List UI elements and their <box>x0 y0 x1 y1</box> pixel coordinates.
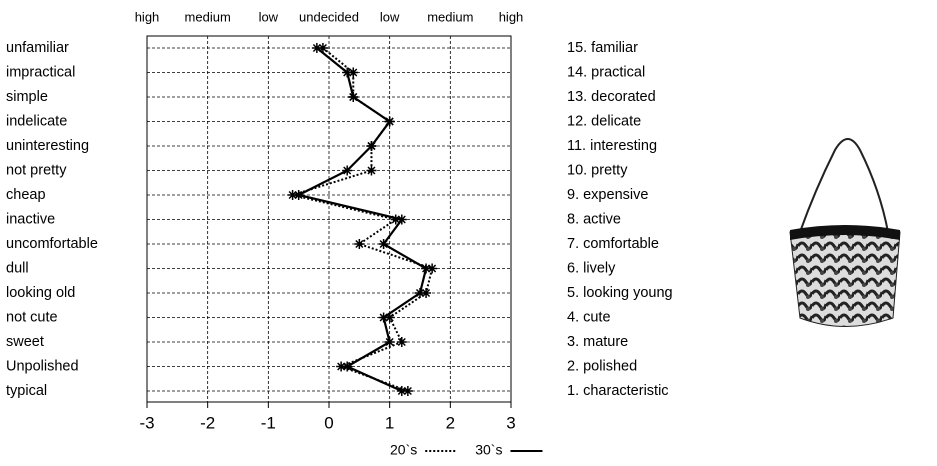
marker <box>336 361 347 372</box>
left-label: Unpolished <box>6 358 79 374</box>
marker <box>384 116 395 127</box>
right-label: 5. looking young <box>567 285 673 301</box>
x-tick-label: 2 <box>446 413 455 432</box>
marker <box>342 67 353 78</box>
marker <box>348 92 359 102</box>
marker <box>396 386 407 396</box>
right-label: 8. active <box>567 211 621 227</box>
left-label: inactive <box>6 211 55 227</box>
marker <box>378 312 389 323</box>
left-label: looking old <box>6 285 75 301</box>
marker <box>421 263 432 274</box>
left-label: not pretty <box>6 162 67 178</box>
right-label: 12. delicate <box>567 113 641 129</box>
marker <box>415 288 425 298</box>
marker <box>354 239 365 249</box>
right-label: 6. lively <box>567 260 616 276</box>
right-label: 4. cute <box>567 309 611 325</box>
marker <box>421 288 432 298</box>
x-tick-label: -2 <box>200 413 215 432</box>
right-label: 9. expensive <box>567 187 648 203</box>
right-label: 3. mature <box>567 334 628 350</box>
marker <box>384 337 395 347</box>
legend-label: 20`s <box>390 442 417 458</box>
marker <box>402 386 413 396</box>
legend-label: 30`s <box>475 442 502 458</box>
right-label: 7. comfortable <box>567 236 659 252</box>
marker <box>427 263 438 274</box>
left-label: uncomfortable <box>6 236 98 252</box>
left-label: indelicate <box>6 113 67 129</box>
left-label: unfamiliar <box>6 40 69 56</box>
left-label: sweet <box>6 334 44 350</box>
x-tick-label: 3 <box>506 413 515 432</box>
marker <box>317 43 328 53</box>
scale-label: medium <box>427 9 473 24</box>
left-label: cheap <box>6 187 46 203</box>
right-label: 13. decorated <box>567 89 656 105</box>
right-label: 11. interesting <box>567 138 657 154</box>
right-label: 1. characteristic <box>567 383 669 399</box>
marker <box>348 67 359 78</box>
marker <box>390 214 401 225</box>
left-label: typical <box>6 383 47 399</box>
marker <box>384 312 395 323</box>
marker <box>342 165 353 176</box>
marker <box>396 214 407 225</box>
scale-label: medium <box>185 9 231 24</box>
marker <box>311 43 322 53</box>
left-label: simple <box>6 89 48 105</box>
right-label: 15. familiar <box>567 40 638 56</box>
left-label: not cute <box>6 309 58 325</box>
left-label: dull <box>6 260 29 276</box>
right-label: 10. pretty <box>567 162 628 178</box>
x-tick-label: 1 <box>385 413 394 432</box>
marker <box>396 337 407 347</box>
marker <box>342 361 353 372</box>
right-label: 2. polished <box>567 358 637 374</box>
scale-label: low <box>259 9 279 24</box>
left-label: uninteresting <box>6 138 89 154</box>
marker <box>293 190 304 200</box>
x-tick-label: -3 <box>139 413 154 432</box>
scale-label: high <box>135 9 160 24</box>
scale-label: high <box>499 9 524 24</box>
marker <box>287 190 298 200</box>
scale-label: low <box>380 9 400 24</box>
scale-label: undecided <box>299 9 359 24</box>
marker <box>378 239 389 249</box>
x-tick-label: -1 <box>261 413 276 432</box>
marker <box>366 141 377 151</box>
marker <box>366 165 377 176</box>
x-tick-label: 0 <box>324 413 333 432</box>
right-label: 14. practical <box>567 64 645 80</box>
handbag-image <box>789 138 901 327</box>
left-label: impractical <box>6 64 75 80</box>
